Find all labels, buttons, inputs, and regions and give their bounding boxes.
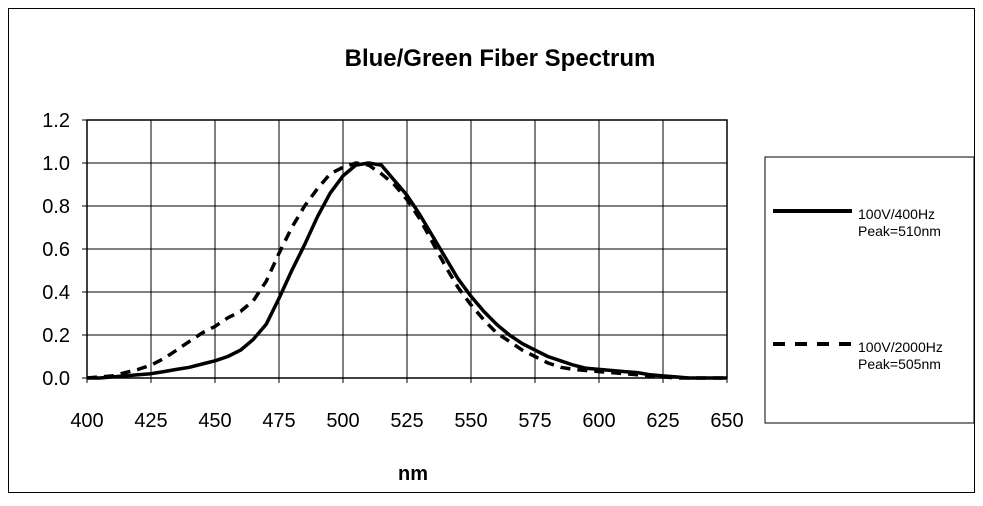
- x-tick-label: 475: [262, 410, 295, 432]
- x-tick-label: 650: [710, 410, 743, 432]
- plot-area: 400 425 450 475 500 525 550 575 600 625 650 0.0 0.2 0…: [42, 110, 744, 432]
- y-tick-label: 0.6: [42, 239, 70, 261]
- legend-box: [764, 156, 975, 424]
- series-line-2: [86, 161, 727, 380]
- y-tick-label: 0.2: [42, 325, 70, 347]
- x-tick-label: 525: [390, 410, 423, 432]
- x-tick-label: 400: [70, 410, 103, 432]
- x-tick-label: 600: [582, 410, 615, 432]
- x-tick-label: 550: [454, 410, 487, 432]
- series-line-1: [87, 161, 727, 380]
- x-tick-label: 425: [134, 410, 167, 432]
- legend-label-1: 100V/400Hz: [858, 206, 935, 222]
- legend-label-2: 100V/2000Hz: [858, 339, 943, 355]
- chart-title: Blue/Green Fiber Spectrum: [345, 45, 656, 72]
- x-tick-label: 575: [518, 410, 551, 432]
- x-tick-label: 450: [198, 410, 231, 432]
- y-tick-label: 1.0: [42, 153, 70, 175]
- legend-label-2: Peak=505nm: [858, 356, 941, 372]
- y-tick-label: 0.4: [42, 282, 70, 304]
- x-tick-label: 625: [646, 410, 679, 432]
- y-tick-label: 0.8: [42, 196, 70, 218]
- legend-label-1: Peak=510nm: [858, 223, 941, 239]
- y-tick-label: 0.0: [42, 368, 70, 390]
- x-axis-title: nm: [398, 463, 428, 485]
- x-tick-label: 500: [326, 410, 359, 432]
- y-tick-label: 1.2: [42, 110, 70, 132]
